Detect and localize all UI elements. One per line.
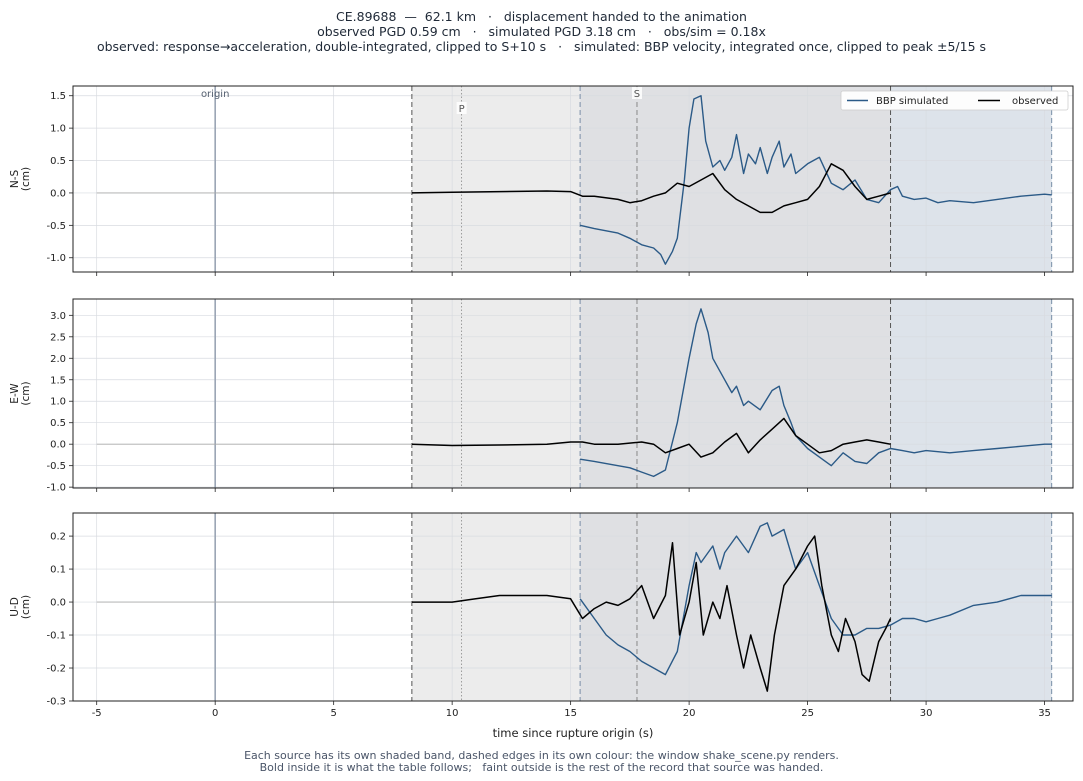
y-axis-label: U-D(cm) (9, 595, 32, 619)
y-tick-label: 0.0 (50, 440, 66, 451)
y-tick-label: 2.0 (50, 354, 66, 365)
s-arrival-label: S (634, 89, 640, 100)
simulated-window-band (890, 299, 1052, 488)
panel-frame (72, 512, 1074, 702)
observed-window-band (411, 513, 581, 701)
simulated-trace (579, 95, 1052, 265)
y-axis-component: U-D (9, 597, 21, 617)
legend-simulated-label: BBP simulated (876, 96, 948, 107)
panel-frame (72, 298, 1074, 489)
x-tick-label: 5 (330, 708, 336, 719)
y-axis-unit: (cm) (20, 381, 32, 405)
y-tick-label: 1.0 (50, 124, 66, 135)
y-tick-label: 2.5 (50, 332, 66, 343)
x-tick-label: 30 (920, 708, 933, 719)
legend: BBP simulated observed (840, 90, 1069, 111)
chart-title-line-1: CE.89688 — 62.1 km · displacement handed… (336, 9, 747, 24)
panel-frame (72, 85, 1074, 273)
x-tick-label: 15 (564, 708, 577, 719)
y-tick-label: 0.0 (50, 598, 66, 609)
p-label-bg (456, 102, 467, 114)
y-axis-component: N-S (9, 170, 21, 189)
y-tick-label: 3.0 (50, 311, 66, 322)
overlap-window-band (580, 299, 891, 488)
y-axis-label: E-W(cm) (9, 381, 32, 405)
legend-observed-label: observed (1012, 96, 1058, 107)
y-tick-label: -0.5 (46, 461, 66, 472)
x-tick-label: -5 (92, 708, 102, 719)
y-tick-label: 0.1 (50, 565, 66, 576)
y-tick-label: -0.3 (46, 697, 66, 708)
overlap-window-band (580, 86, 891, 272)
y-tick-label: -0.1 (46, 631, 66, 642)
origin-label: origin (201, 89, 229, 100)
overlap-window-band (580, 513, 891, 701)
observed-window-band (411, 299, 581, 488)
chart-title-line-2: observed PGD 0.59 cm · simulated PGD 3.1… (317, 24, 766, 39)
observed-trace (411, 535, 892, 692)
footer-note-line-2: Bold inside it is what the table follows… (259, 761, 824, 774)
panel-n-s: -1.0 -0.5 0.0 0.5 1.0 1.5 N-S(cm) origin P S BBP s… (9, 85, 1074, 276)
y-tick-label: -0.2 (46, 664, 66, 675)
observed-trace (411, 417, 891, 458)
footer-note-line-1: Each source has its own shaded band, das… (244, 749, 839, 762)
y-axis-label: N-S(cm) (9, 167, 32, 191)
y-tick-label: 0.5 (50, 156, 66, 167)
legend-box (840, 90, 1069, 111)
simulated-trace (579, 522, 1052, 676)
y-tick-label: 0.2 (50, 532, 66, 543)
simulated-trace (579, 308, 1052, 478)
chart-title-line-3: observed: response→acceleration, double-… (96, 39, 987, 54)
y-axis-component: E-W (9, 383, 21, 404)
x-tick-label: 10 (446, 708, 459, 719)
y-tick-label: -0.5 (46, 221, 66, 232)
panel-u-d: -0.3 -0.2 -0.1 0.0 0.1 0.2 -5 0 5 10 15 20 25 30 35 U-D… (9, 512, 1074, 719)
y-axis-unit: (cm) (20, 167, 32, 191)
y-tick-label: 1.5 (50, 91, 66, 102)
y-tick-label: -1.0 (46, 483, 66, 494)
x-tick-label: 0 (212, 708, 218, 719)
x-tick-label: 35 (1038, 708, 1051, 719)
observed-window-band (411, 86, 581, 272)
x-axis-label: time since rupture origin (s) (493, 726, 654, 740)
y-tick-label: 1.5 (50, 375, 66, 386)
s-label-bg (631, 87, 642, 99)
panel-e-w: -1.0 -0.5 0.0 0.5 1.0 1.5 2.0 2.5 3.0 E-W(cm) (9, 298, 1074, 494)
y-axis-unit: (cm) (20, 595, 32, 619)
y-tick-label: 0.0 (50, 188, 66, 199)
observed-trace (411, 163, 891, 214)
x-tick-label: 20 (683, 708, 696, 719)
simulated-window-band (890, 86, 1052, 272)
y-tick-label: -1.0 (46, 253, 66, 264)
y-tick-label: 1.0 (50, 397, 66, 408)
x-tick-label: 25 (801, 708, 814, 719)
y-tick-label: 0.5 (50, 418, 66, 429)
p-arrival-label: P (459, 104, 465, 115)
